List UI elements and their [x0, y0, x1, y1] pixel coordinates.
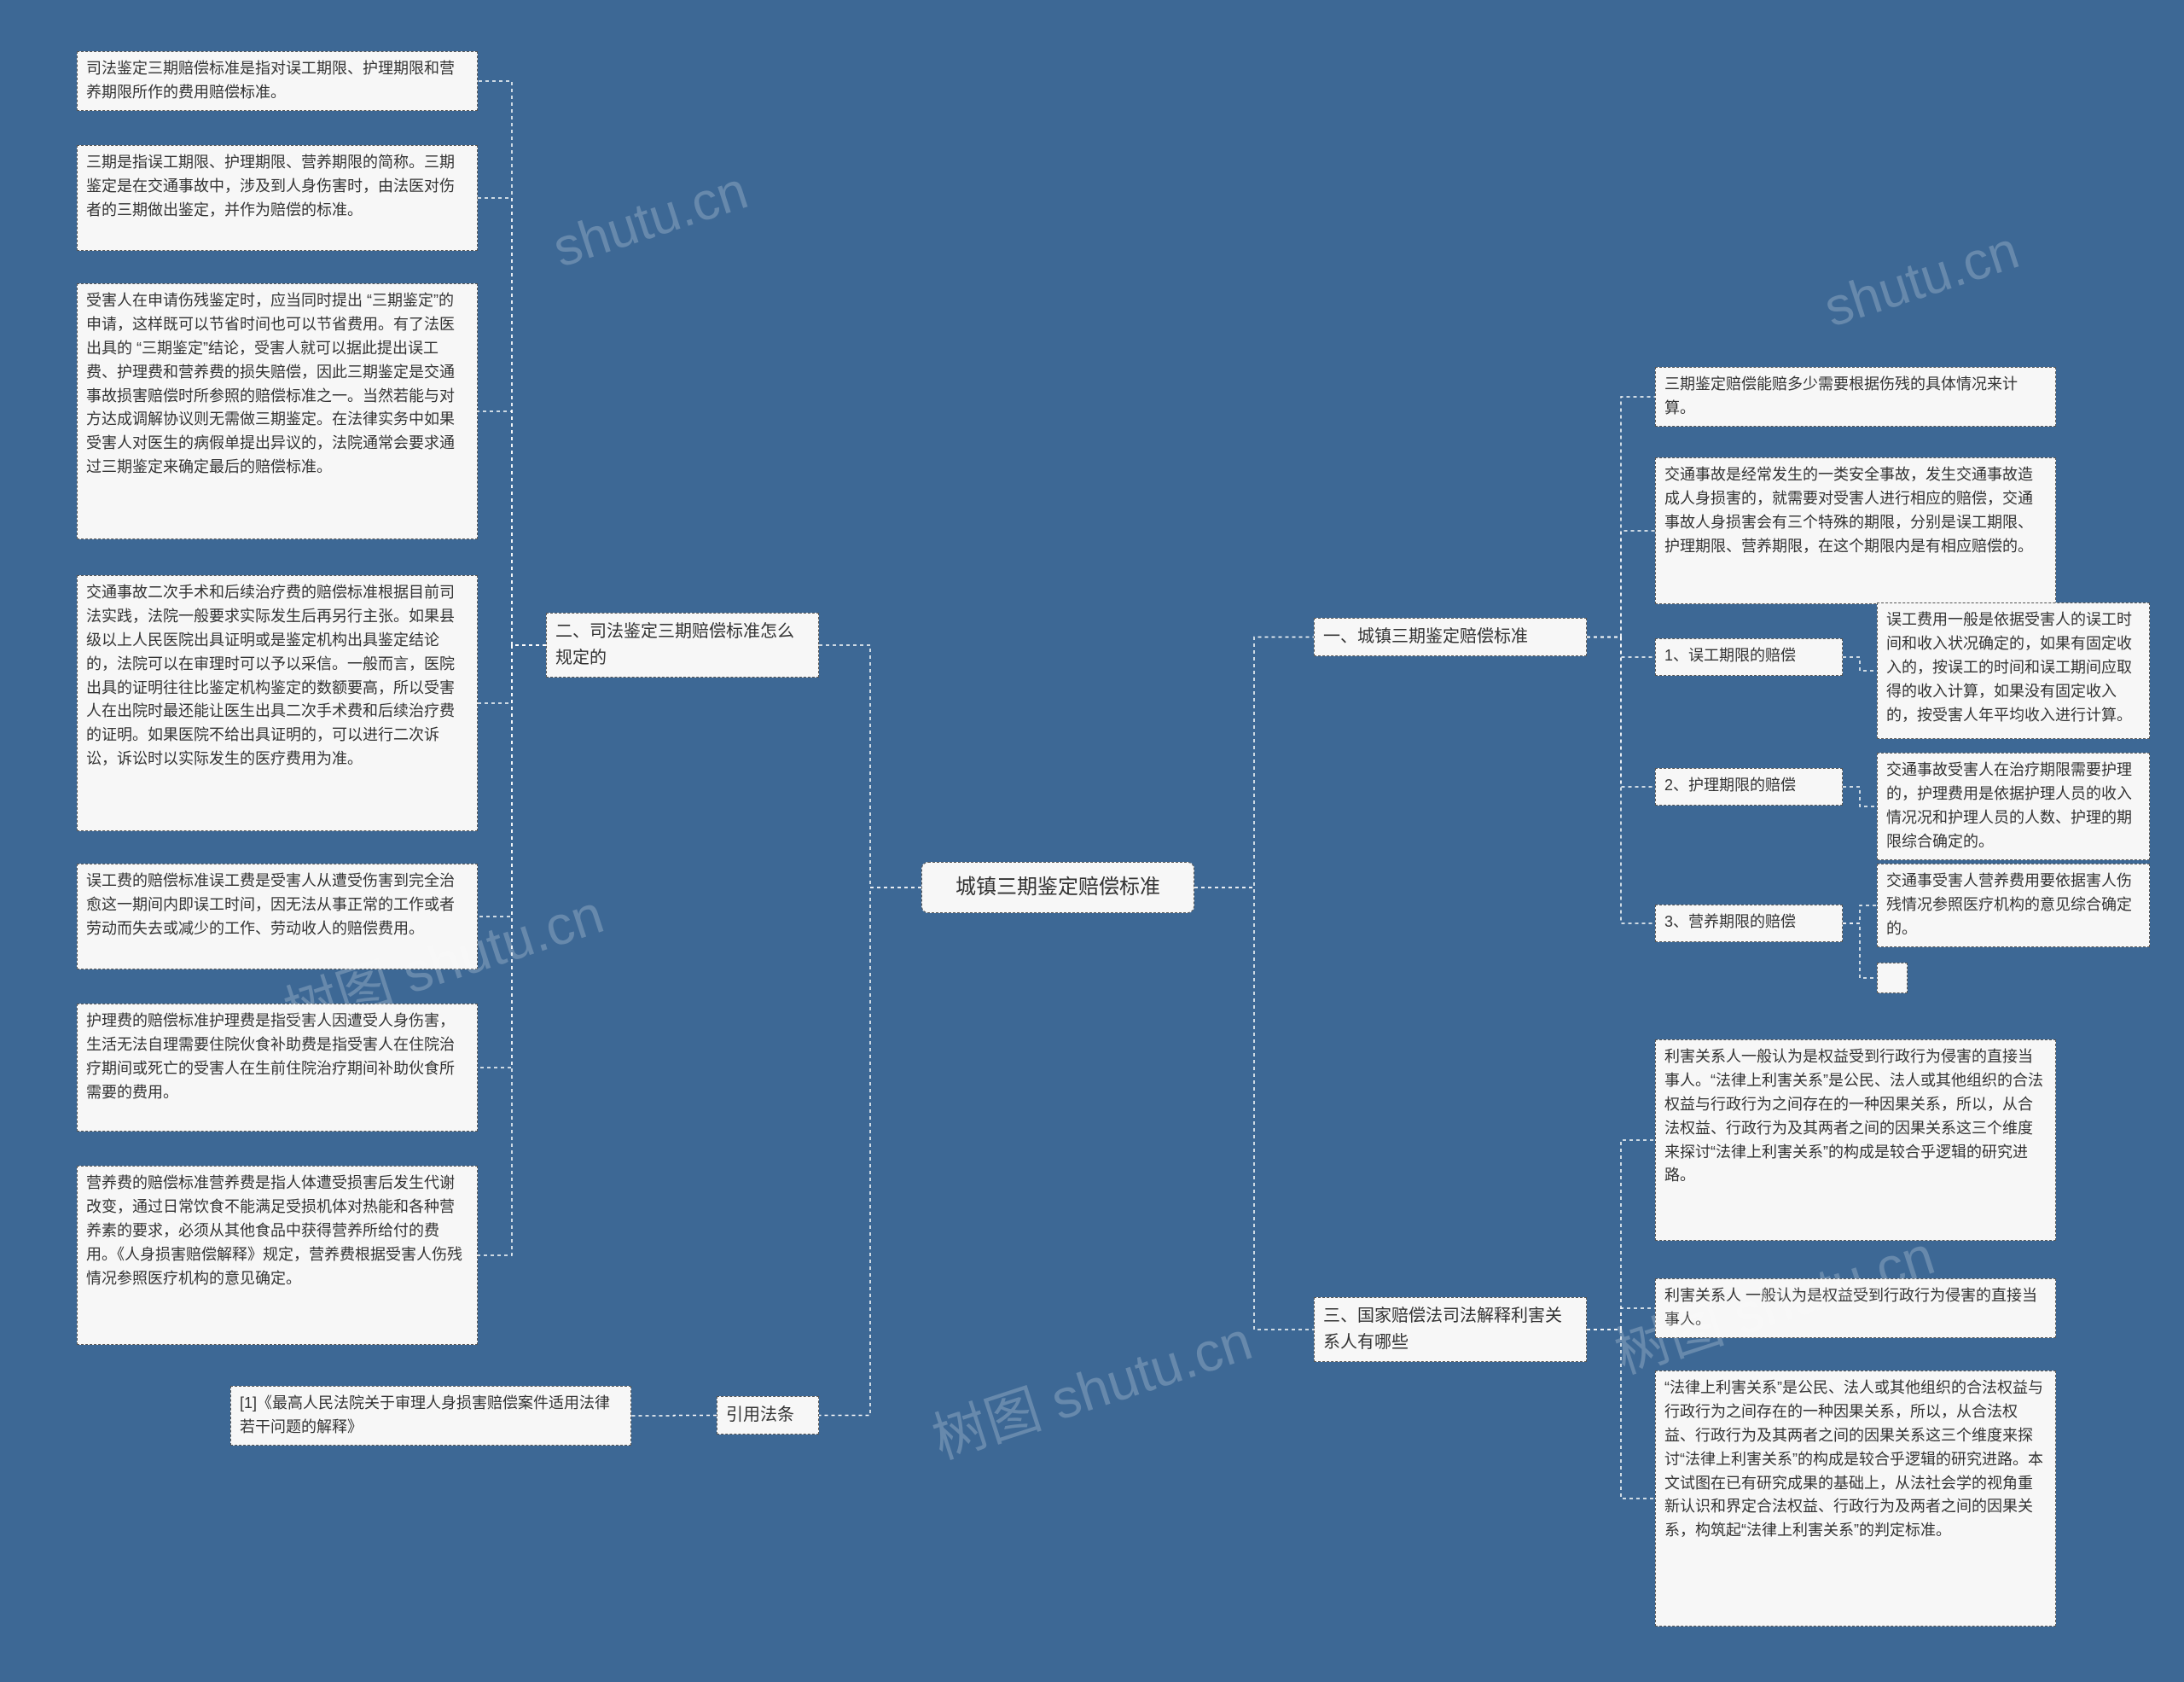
branch-1: 一、城镇三期鉴定赔偿标准 [1314, 618, 1587, 656]
watermark: 树图 shutu.cn [921, 1297, 1260, 1474]
connector [478, 645, 546, 703]
connector [1194, 888, 1314, 1330]
branch-2-detail-3: 受害人在申请伤残鉴定时，应当同时提出 “三期鉴定”的申请，这样既可以节省时间也可… [77, 283, 478, 539]
watermark: shutu.cn [546, 160, 755, 280]
connector [631, 1416, 717, 1417]
connector [1587, 397, 1655, 637]
connector [478, 645, 546, 917]
branch-3-detail-3: “法律上利害关系”是公民、法人或其他组织的合法权益与行政行为之间存在的一种因果关… [1655, 1371, 2056, 1627]
connector [1587, 637, 1655, 924]
connector [1587, 637, 1655, 658]
branch-2-detail-4: 交通事故二次手术和后续治疗费的赔偿标准根据目前司法实践，法院一般要求实际发生后再… [77, 575, 478, 831]
branch-2-detail-7: 营养费的赔偿标准营养费是指人体遭受损害后发生代谢改变，通过日常饮食不能满足受损机… [77, 1166, 478, 1345]
branch-3-detail-1: 利害关系人一般认为是权益受到行政行为侵害的直接当事人。“法律上利害关系”是公民、… [1655, 1039, 2056, 1241]
connector [1587, 637, 1655, 788]
branch-1-sub-1: 1、误工期限的赔偿 [1655, 638, 1843, 676]
connector [1587, 1330, 1655, 1499]
connector [819, 888, 921, 1416]
branch-1-sub-3-empty [1877, 963, 1908, 993]
connector [1194, 637, 1314, 888]
branch-3-detail-2: 利害关系人 一般认为是权益受到行政行为侵害的直接当事人。 [1655, 1278, 2056, 1338]
connector [1843, 905, 1877, 923]
branch-1-sub-2: 2、护理期限的赔偿 [1655, 768, 1843, 806]
branch-3: 三、国家赔偿法司法解释利害关系人有哪些 [1314, 1297, 1587, 1362]
connector [819, 645, 921, 888]
connector [1843, 787, 1877, 806]
branch-4-detail-1: [1]《最高人民法院关于审理人身损害赔偿案件适用法律若干问题的解释》 [230, 1386, 631, 1446]
branch-2-detail-6: 护理费的赔偿标准护理费是指受害人因遭受人身伤害，生活无法自理需要住院伙食补助费是… [77, 1004, 478, 1132]
branch-1-sub-3: 3、营养期限的赔偿 [1655, 905, 1843, 942]
connector [478, 645, 546, 1068]
watermark: shutu.cn [1817, 220, 2026, 340]
branch-1-text-1: 三期鉴定赔偿能赔多少需要根据伤残的具体情况来计算。 [1655, 367, 2056, 427]
connector [1843, 657, 1877, 671]
connector [1587, 1140, 1655, 1330]
connector [1843, 923, 1877, 978]
branch-1-text-2: 交通事故是经常发生的一类安全事故，发生交通事故造成人身损害的，就需要对受害人进行… [1655, 457, 2056, 604]
branch-1-sub-2-detail: 交通事故受害人在治疗期限需要护理的，护理费用是依据护理人员的收入情况况和护理人员… [1877, 753, 2150, 860]
branch-1-sub-1-detail: 误工费用一般是依据受害人的误工时间和收入状况确定的，如果有固定收入的，按误工的时… [1877, 602, 2150, 739]
mindmap-stage: 城镇三期鉴定赔偿标准 一、城镇三期鉴定赔偿标准 三期鉴定赔偿能赔多少需要根据伤残… [0, 0, 2184, 1682]
branch-2-detail-5: 误工费的赔偿标准误工费是受害人从遭受伤害到完全治愈这一期间内即误工时间，因无法从… [77, 864, 478, 969]
branch-2: 二、司法鉴定三期赔偿标准怎么规定的 [546, 613, 819, 678]
branch-4: 引用法条 [717, 1396, 819, 1435]
root-node: 城镇三期鉴定赔偿标准 [921, 862, 1194, 913]
connector [1587, 531, 1655, 637]
branch-1-sub-3-detail: 交通事受害人营养费用要依据害人伤残情况参照医疗机构的意见综合确定的。 [1877, 864, 2150, 947]
connector [478, 645, 546, 1255]
connector [478, 411, 546, 645]
branch-2-detail-2: 三期是指误工期限、护理期限、营养期限的简称。三期鉴定是在交通事故中，涉及到人身伤… [77, 145, 478, 251]
connector [478, 81, 546, 645]
connector [1587, 1308, 1655, 1330]
connector [478, 198, 546, 645]
branch-2-detail-1: 司法鉴定三期赔偿标准是指对误工期限、护理期限和营养期限所作的费用赔偿标准。 [77, 51, 478, 111]
